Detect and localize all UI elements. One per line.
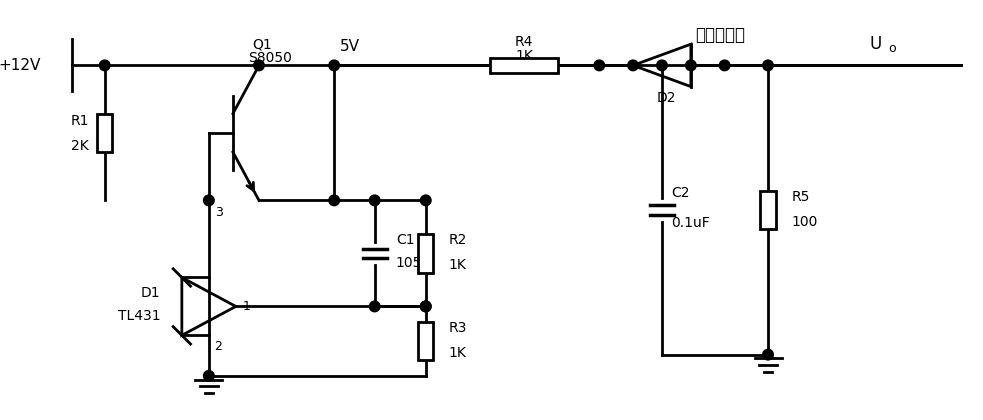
Text: R3: R3 <box>449 320 467 335</box>
Text: D1: D1 <box>141 286 160 300</box>
Text: TL431: TL431 <box>118 309 160 323</box>
Text: 2K: 2K <box>71 139 88 153</box>
Text: R1: R1 <box>71 114 88 128</box>
Text: o: o <box>889 42 896 55</box>
Circle shape <box>370 195 380 206</box>
Circle shape <box>203 195 214 206</box>
Text: C2: C2 <box>671 186 690 200</box>
Circle shape <box>254 60 264 71</box>
Bar <box>760 191 776 229</box>
Text: 1K: 1K <box>449 346 467 360</box>
Text: D2: D2 <box>657 91 676 105</box>
Text: 0.1uF: 0.1uF <box>671 216 711 231</box>
Text: R4: R4 <box>515 35 534 49</box>
Circle shape <box>203 370 214 381</box>
Text: R2: R2 <box>449 233 467 247</box>
Text: Q1: Q1 <box>252 37 271 51</box>
Text: U: U <box>869 35 882 53</box>
Bar <box>97 113 112 152</box>
Text: +12V: +12V <box>0 58 41 73</box>
Circle shape <box>628 60 638 71</box>
Circle shape <box>99 60 110 71</box>
Circle shape <box>421 301 432 312</box>
Text: 1K: 1K <box>515 49 533 63</box>
Circle shape <box>329 60 339 71</box>
Circle shape <box>421 301 432 312</box>
Text: 5V: 5V <box>340 39 360 54</box>
Circle shape <box>763 60 774 71</box>
Text: 105: 105 <box>396 256 423 270</box>
Circle shape <box>657 60 667 71</box>
Text: 光电二极管: 光电二极管 <box>695 26 745 44</box>
Circle shape <box>329 195 339 206</box>
Text: C1: C1 <box>396 233 415 247</box>
Text: 1: 1 <box>243 300 251 313</box>
Circle shape <box>685 60 696 71</box>
Text: R5: R5 <box>791 189 810 204</box>
Text: S8050: S8050 <box>248 51 292 65</box>
Circle shape <box>421 195 432 206</box>
Circle shape <box>370 301 380 312</box>
Circle shape <box>594 60 605 71</box>
Circle shape <box>763 349 774 360</box>
Bar <box>418 234 434 273</box>
Text: 100: 100 <box>791 215 818 228</box>
Text: 3: 3 <box>214 206 222 219</box>
Bar <box>491 58 557 73</box>
Text: 2: 2 <box>214 340 222 353</box>
Circle shape <box>720 60 730 71</box>
Bar <box>418 322 434 360</box>
Text: 1K: 1K <box>449 258 467 272</box>
